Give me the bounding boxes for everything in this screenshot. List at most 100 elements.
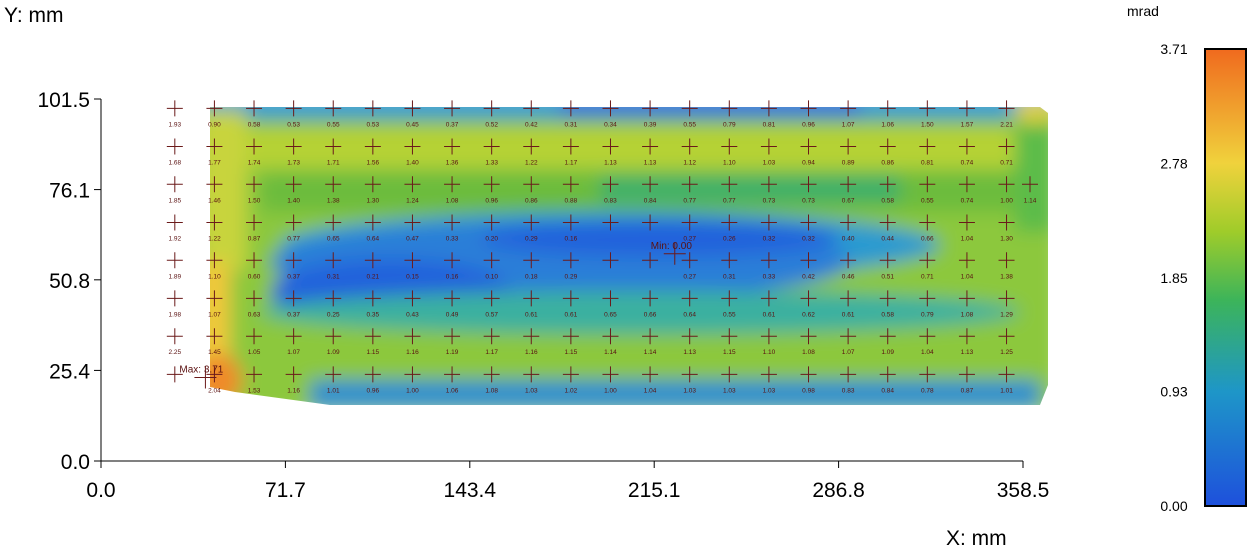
grid-crosshair — [325, 214, 342, 231]
cell-value: 0.26 — [723, 235, 736, 242]
grid-crosshair — [364, 252, 381, 269]
cell-value: 1.50 — [921, 121, 934, 128]
cell-value: 0.32 — [763, 235, 776, 242]
x-tick-label: 71.7 — [265, 479, 306, 502]
cell-value: 1.14 — [1024, 197, 1037, 204]
cell-value: 1.10 — [763, 349, 776, 356]
grid-crosshair — [246, 176, 263, 193]
grid-crosshair — [998, 366, 1015, 383]
grid-crosshair — [325, 138, 342, 155]
cell-value: 0.94 — [802, 159, 815, 166]
cell-value: 0.42 — [525, 121, 538, 128]
cell-value: 0.47 — [406, 235, 419, 242]
cell-value: 1.38 — [1000, 273, 1013, 280]
grid-crosshair — [919, 138, 936, 155]
grid-crosshair — [879, 176, 896, 193]
cell-value: 0.87 — [961, 387, 974, 394]
grid-crosshair — [760, 176, 777, 193]
grid-crosshair — [166, 290, 183, 307]
grid-crosshair — [285, 290, 302, 307]
grid-crosshair — [760, 138, 777, 155]
grid-crosshair — [206, 214, 223, 231]
grid-crosshair — [840, 214, 857, 231]
cell-value: 0.37 — [446, 121, 459, 128]
cell-value: 0.49 — [446, 311, 459, 318]
y-axis-title: Y: mm — [4, 4, 64, 27]
grid-crosshair — [958, 366, 975, 383]
grid-crosshair — [919, 176, 936, 193]
grid-crosshair — [721, 138, 738, 155]
grid-crosshair — [958, 328, 975, 345]
cell-value: 1.73 — [287, 159, 300, 166]
grid-crosshair — [483, 290, 500, 307]
grid-crosshair — [325, 366, 342, 383]
grid-crosshair — [879, 138, 896, 155]
grid-crosshair — [721, 328, 738, 345]
x-axis-ticks: 0.0 71.7 143.4 215.1 286.8 358.5 — [86, 461, 1049, 502]
cell-value: 1.00 — [406, 387, 419, 394]
grid-crosshair — [246, 328, 263, 345]
grid-crosshair — [444, 138, 461, 155]
cell-value: 1.10 — [723, 159, 736, 166]
cell-value: 0.86 — [881, 159, 894, 166]
grid-crosshair — [483, 366, 500, 383]
grid-crosshair — [404, 176, 421, 193]
cell-value: 1.04 — [961, 273, 974, 280]
grid-crosshair — [206, 100, 223, 117]
cell-value: 0.67 — [842, 197, 855, 204]
grid-crosshair — [206, 138, 223, 155]
cell-value: 1.38 — [327, 197, 340, 204]
cell-value: 0.81 — [921, 159, 934, 166]
colorbar-ticks: 0.00 0.93 1.85 2.78 3.71 — [1160, 41, 1187, 514]
colorbar-tick-label: 1.85 — [1160, 270, 1187, 286]
grid-crosshair — [404, 100, 421, 117]
cell-value: 1.06 — [881, 121, 894, 128]
cell-value: 1.33 — [485, 159, 498, 166]
cell-value: 0.16 — [565, 235, 578, 242]
cell-value: 0.63 — [248, 311, 261, 318]
grid-crosshair — [166, 366, 183, 383]
cell-value: 0.77 — [683, 197, 696, 204]
cell-value: 0.81 — [763, 121, 776, 128]
grid-crosshair — [958, 176, 975, 193]
cell-value: 0.18 — [525, 273, 538, 280]
cell-value: 0.71 — [921, 273, 934, 280]
cell-value: 1.04 — [921, 349, 934, 356]
grid-crosshair — [246, 366, 263, 383]
cell-value: 1.15 — [565, 349, 578, 356]
grid-crosshair — [562, 176, 579, 193]
cell-value: 2.21 — [1000, 121, 1013, 128]
grid-crosshair — [840, 366, 857, 383]
cell-value: 1.30 — [1000, 235, 1013, 242]
grid-crosshair — [721, 176, 738, 193]
cell-value: 0.88 — [565, 197, 578, 204]
grid-crosshair — [681, 290, 698, 307]
grid-crosshair — [760, 290, 777, 307]
cell-value: 1.03 — [683, 387, 696, 394]
grid-crosshair — [404, 214, 421, 231]
cell-value: 0.84 — [644, 197, 657, 204]
cell-value: 1.13 — [604, 159, 617, 166]
x-axis-title: X: mm — [946, 527, 1007, 548]
cell-value: 0.37 — [287, 311, 300, 318]
cell-value: 0.32 — [802, 235, 815, 242]
grid-crosshair — [562, 138, 579, 155]
y-tick-label: 76.1 — [49, 180, 90, 203]
grid-crosshair — [681, 328, 698, 345]
cell-value: 0.37 — [287, 273, 300, 280]
cell-value: 1.71 — [327, 159, 340, 166]
cell-value: 0.96 — [485, 197, 498, 204]
colorbar-tick-label: 0.00 — [1160, 498, 1187, 514]
grid-crosshair — [166, 328, 183, 345]
cell-value: 0.65 — [604, 311, 617, 318]
grid-crosshair — [800, 252, 817, 269]
grid-crosshair — [602, 214, 619, 231]
grid-crosshair — [602, 176, 619, 193]
cell-value: 0.39 — [644, 121, 657, 128]
cell-value: 1.03 — [763, 159, 776, 166]
grid-crosshair — [681, 366, 698, 383]
cell-value: 0.55 — [723, 311, 736, 318]
grid-crosshair — [483, 214, 500, 231]
grid-crosshair — [404, 138, 421, 155]
